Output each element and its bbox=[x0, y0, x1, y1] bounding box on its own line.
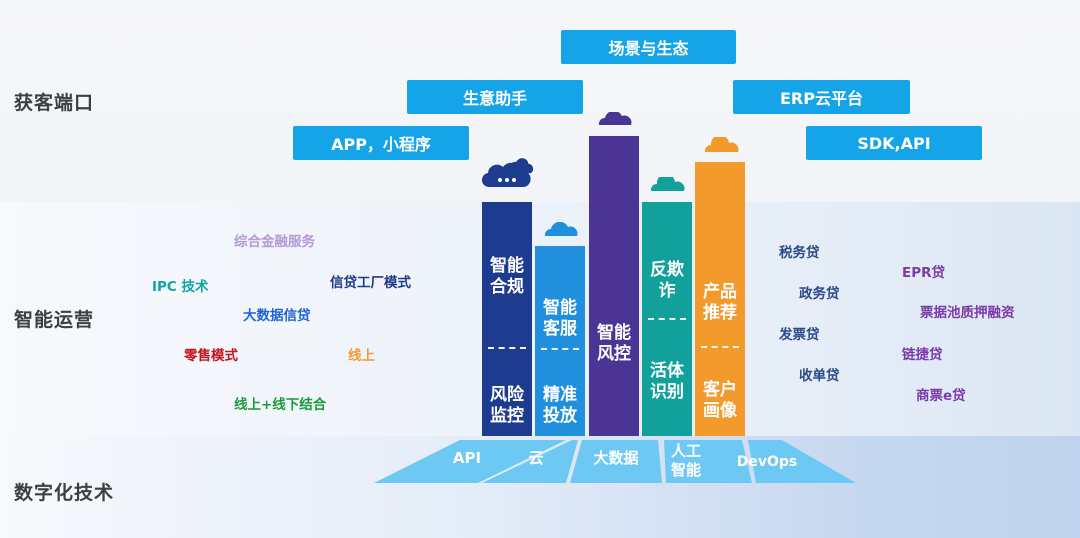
pillar-recommend-profile: 产品 推荐 客户 画像 bbox=[695, 162, 745, 436]
section-label-operations: 智能运营 bbox=[14, 309, 95, 331]
tech-label-devops: DevOps bbox=[736, 454, 798, 470]
section-label-acquisition: 获客端口 bbox=[14, 92, 95, 114]
pillar-bottom-label: 精准 投放 bbox=[543, 385, 577, 426]
pillar-divider bbox=[701, 346, 739, 348]
tech-segment-devops bbox=[748, 440, 856, 483]
channel-scene-ecosystem: 场景与生态 bbox=[561, 30, 736, 64]
left-tag: IPC 技术 bbox=[152, 279, 209, 295]
section-label-technology: 数字化技术 bbox=[14, 482, 115, 504]
pillar-compliance-risk: 智能 合规 风险 监控 bbox=[482, 202, 532, 436]
pillar-bottom-label: 风险 监控 bbox=[490, 385, 524, 426]
tech-label-bigdata: 大数据 bbox=[593, 449, 639, 467]
channel-erp-cloud: ERP云平台 bbox=[733, 80, 910, 114]
tech-label-ai: 人工 智能 bbox=[670, 442, 701, 479]
pillar-top-label: 智能 合规 bbox=[490, 256, 524, 297]
right-tag: 链捷贷 bbox=[902, 347, 943, 363]
pillar-divider bbox=[488, 347, 526, 349]
right-tag: EPR贷 bbox=[902, 265, 946, 281]
pillar-antifraud-liveness: 反欺 诈 活体 识别 bbox=[642, 202, 692, 436]
left-tag: 零售模式 bbox=[184, 348, 238, 364]
pillar-service-targeting: 智能 客服 精准 投放 bbox=[535, 246, 585, 436]
cloud-icon bbox=[704, 137, 739, 152]
pillar-top-label: 智能 客服 bbox=[543, 298, 577, 339]
tech-label-cloud: 云 bbox=[528, 449, 544, 467]
cloud-icon bbox=[544, 222, 578, 236]
technology-band bbox=[0, 436, 1080, 538]
right-tag: 收单贷 bbox=[799, 368, 840, 384]
right-tag: 政务贷 bbox=[799, 286, 840, 302]
channel-app-miniprogram: APP，小程序 bbox=[293, 126, 469, 160]
tech-segment-api bbox=[374, 440, 566, 483]
pillar-bottom-label: 活体 识别 bbox=[650, 361, 684, 402]
tech-segment-cloud bbox=[482, 440, 578, 483]
left-tag: 综合金融服务 bbox=[234, 234, 315, 250]
cloud-icon bbox=[650, 177, 685, 191]
right-tag: 发票贷 bbox=[779, 327, 820, 343]
channel-sdk-api: SDK,API bbox=[806, 126, 982, 160]
right-tag: 票据池质押融资 bbox=[920, 305, 1015, 321]
left-tag: 线上+线下结合 bbox=[234, 397, 327, 413]
left-tag: 信贷工厂模式 bbox=[330, 275, 411, 291]
right-tag: 商票e贷 bbox=[916, 388, 966, 404]
pillar-divider bbox=[541, 348, 579, 350]
cloud-icon bbox=[481, 157, 535, 188]
tech-segment-ai bbox=[664, 440, 752, 483]
cloud-icon bbox=[598, 112, 632, 125]
pillar-divider bbox=[648, 318, 686, 320]
pillar-top-label: 智能 风控 bbox=[597, 323, 631, 364]
channel-business-assistant: 生意助手 bbox=[407, 80, 583, 114]
right-tag: 税务贷 bbox=[779, 245, 820, 261]
left-tag: 大数据信贷 bbox=[243, 308, 311, 324]
tech-label-api: API bbox=[452, 449, 482, 467]
pillar-top-label: 产品 推荐 bbox=[703, 282, 737, 323]
pillar-risk-control: 智能 风控 bbox=[589, 136, 639, 436]
pillar-bottom-label: 客户 画像 bbox=[703, 380, 737, 421]
pillar-top-label: 反欺 诈 bbox=[650, 260, 684, 301]
technology-base bbox=[374, 440, 856, 483]
left-tag: 线上 bbox=[348, 348, 375, 364]
tech-segment-bigdata bbox=[570, 440, 662, 483]
